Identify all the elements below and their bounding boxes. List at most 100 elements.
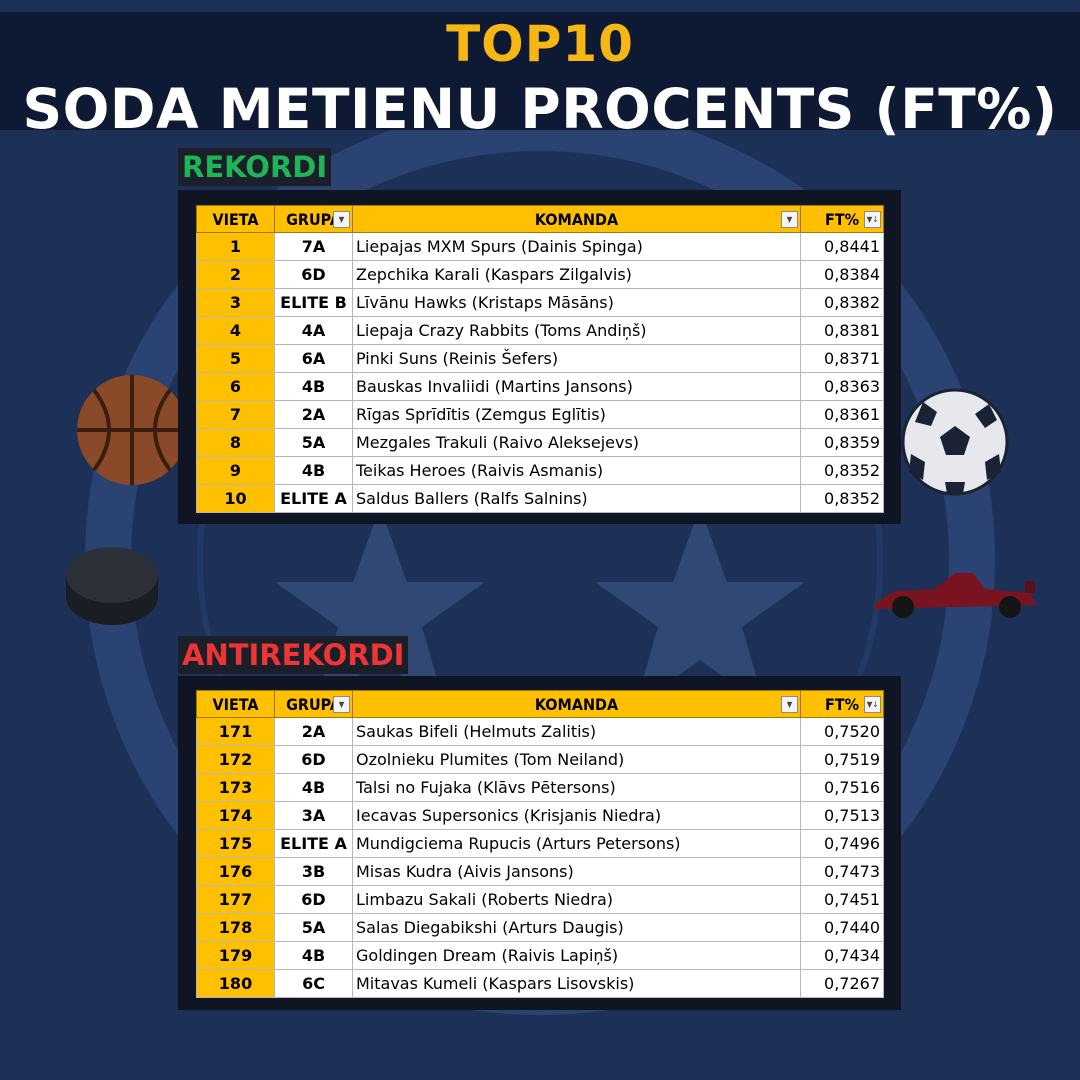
ft-cell: 0,7496 [800, 829, 884, 858]
sort-descending-icon[interactable]: ▼↓ [864, 211, 881, 228]
team-cell: Goldingen Dream (Raivis Lapiņš) [352, 941, 801, 970]
team-cell: Liepajas MXM Spurs (Dainis Spinga) [352, 232, 801, 261]
rank-cell: 1 [196, 232, 275, 261]
table-row: 5 6A Pinki Suns (Reinis Šefers) 0,8371 [196, 344, 884, 373]
team-cell: Limbazu Sakali (Roberts Niedra) [352, 885, 801, 914]
table-header-row: VIETA GRUPA ▼ KOMANDA ▼ FT% ▼↓ [196, 205, 884, 233]
rank-cell: 176 [196, 857, 275, 886]
group-cell: ELITE A [274, 829, 353, 858]
ft-cell: 0,7516 [800, 773, 884, 802]
column-header-team-label: KOMANDA [534, 209, 619, 229]
group-cell: 4B [274, 372, 353, 401]
group-cell: ELITE B [274, 288, 353, 317]
table-row: 7 2A Rīgas Sprīdītis (Zemgus Eglītis) 0,836… [196, 400, 884, 429]
group-cell: 3B [274, 857, 353, 886]
basketball-icon [77, 375, 187, 485]
column-header-ft-label: FT% [824, 209, 860, 229]
records-table: VIETA GRUPA ▼ KOMANDA ▼ FT% ▼↓ 1 7A Liepajas … [196, 205, 884, 513]
ft-cell: 0,7520 [800, 717, 884, 746]
star-icon [595, 507, 805, 707]
rank-cell: 6 [196, 372, 275, 401]
ft-cell: 0,8371 [800, 344, 884, 373]
group-cell: 3A [274, 801, 353, 830]
team-cell: Pinki Suns (Reinis Šefers) [352, 344, 801, 373]
table-row: 175 ELITE A Mundigciema Rupucis (Arturs Pe… [196, 829, 884, 858]
group-cell: 6D [274, 745, 353, 774]
antirecords-table: VIETA GRUPA ▼ KOMANDA ▼ FT% ▼↓ 171 2A Saukas … [196, 690, 884, 998]
sort-descending-icon[interactable]: ▼↓ [864, 696, 881, 713]
rank-cell: 177 [196, 885, 275, 914]
column-header-team[interactable]: KOMANDA ▼ [352, 205, 801, 233]
group-cell: 6C [274, 969, 353, 998]
team-cell: Zepchika Karali (Kaspars Zilgalvis) [352, 260, 801, 289]
rank-cell: 172 [196, 745, 275, 774]
team-cell: Mundigciema Rupucis (Arturs Petersons) [352, 829, 801, 858]
group-cell: 6D [274, 260, 353, 289]
team-cell: Talsi no Fujaka (Klāvs Pētersons) [352, 773, 801, 802]
ft-cell: 0,8363 [800, 372, 884, 401]
rank-cell: 9 [196, 456, 275, 485]
team-cell: Mitavas Kumeli (Kaspars Lisovskis) [352, 969, 801, 998]
ft-cell: 0,7513 [800, 801, 884, 830]
ft-cell: 0,7440 [800, 913, 884, 942]
table-row: 174 3A Iecavas Supersonics (Krisjanis Nied… [196, 801, 884, 830]
group-cell: 6D [274, 885, 353, 914]
rank-cell: 4 [196, 316, 275, 345]
records-label: REKORDI [178, 148, 332, 186]
table-row: 8 5A Mezgales Trakuli (Raivo Aleksejevs) 0,… [196, 428, 884, 457]
filter-dropdown-icon[interactable]: ▼ [781, 696, 798, 713]
filter-dropdown-icon[interactable]: ▼ [333, 211, 350, 228]
column-header-group[interactable]: GRUPA ▼ [274, 690, 353, 718]
table-row: 173 4B Talsi no Fujaka (Klāvs Pētersons) 0,… [196, 773, 884, 802]
column-header-team[interactable]: KOMANDA ▼ [352, 690, 801, 718]
ft-cell: 0,7473 [800, 857, 884, 886]
table-row: 180 6C Mitavas Kumeli (Kaspars Lisovskis) 0… [196, 969, 884, 998]
table-row: 4 4A Liepaja Crazy Rabbits (Toms Andiņš) 0,… [196, 316, 884, 345]
rank-cell: 8 [196, 428, 275, 457]
rank-cell: 5 [196, 344, 275, 373]
ft-cell: 0,8359 [800, 428, 884, 457]
rank-cell: 2 [196, 260, 275, 289]
table-row: 6 4B Bauskas Invaliidi (Martins Jansons) 0,… [196, 372, 884, 401]
column-header-team-label: KOMANDA [534, 694, 619, 714]
column-header-rank: VIETA [196, 690, 275, 718]
ft-cell: 0,8441 [800, 232, 884, 261]
antirecords-label: ANTIREKORDI [178, 636, 409, 674]
ft-cell: 0,7434 [800, 941, 884, 970]
column-header-rank: VIETA [196, 205, 275, 233]
ft-cell: 0,8381 [800, 316, 884, 345]
column-header-group-label: GRUPA [286, 209, 341, 229]
rank-cell: 180 [196, 969, 275, 998]
column-header-ft[interactable]: FT% ▼↓ [800, 205, 884, 233]
table-row: 2 6D Zepchika Karali (Kaspars Zilgalvis) 0,… [196, 260, 884, 289]
race-car-icon [875, 573, 1037, 618]
team-cell: Bauskas Invaliidi (Martins Jansons) [352, 372, 801, 401]
ft-cell: 0,7267 [800, 969, 884, 998]
team-cell: Salas Diegabikshi (Arturs Daugis) [352, 913, 801, 942]
column-header-ft[interactable]: FT% ▼↓ [800, 690, 884, 718]
column-header-group-label: GRUPA [286, 694, 341, 714]
title-banner: TOP10 SODA METIENU PROCENTS (FT%) [0, 12, 1080, 141]
filter-dropdown-icon[interactable]: ▼ [781, 211, 798, 228]
table-row: 172 6D Ozolnieku Plumites (Tom Neiland) 0,7… [196, 745, 884, 774]
group-cell: ELITE A [274, 484, 353, 513]
table-row: 177 6D Limbazu Sakali (Roberts Niedra) 0,74… [196, 885, 884, 914]
table-row: 1 7A Liepajas MXM Spurs (Dainis Spinga) 0,8… [196, 232, 884, 261]
filter-dropdown-icon[interactable]: ▼ [333, 696, 350, 713]
rank-cell: 178 [196, 913, 275, 942]
team-cell: Saukas Bifeli (Helmuts Zalitis) [352, 717, 801, 746]
team-cell: Līvānu Hawks (Kristaps Māsāns) [352, 288, 801, 317]
table-row: 176 3B Misas Kudra (Aivis Jansons) 0,7473 [196, 857, 884, 886]
ft-cell: 0,7519 [800, 745, 884, 774]
page-title: SODA METIENU PROCENTS (FT%) [22, 77, 1058, 141]
table-row: 179 4B Goldingen Dream (Raivis Lapiņš) 0,74… [196, 941, 884, 970]
column-header-group[interactable]: GRUPA ▼ [274, 205, 353, 233]
rank-cell: 174 [196, 801, 275, 830]
soccer-ball-icon [901, 388, 1009, 496]
table-row: 9 4B Teikas Heroes (Raivis Asmanis) 0,8352 [196, 456, 884, 485]
team-cell: Iecavas Supersonics (Krisjanis Niedra) [352, 801, 801, 830]
team-cell: Teikas Heroes (Raivis Asmanis) [352, 456, 801, 485]
team-cell: Rīgas Sprīdītis (Zemgus Eglītis) [352, 400, 801, 429]
group-cell: 5A [274, 428, 353, 457]
